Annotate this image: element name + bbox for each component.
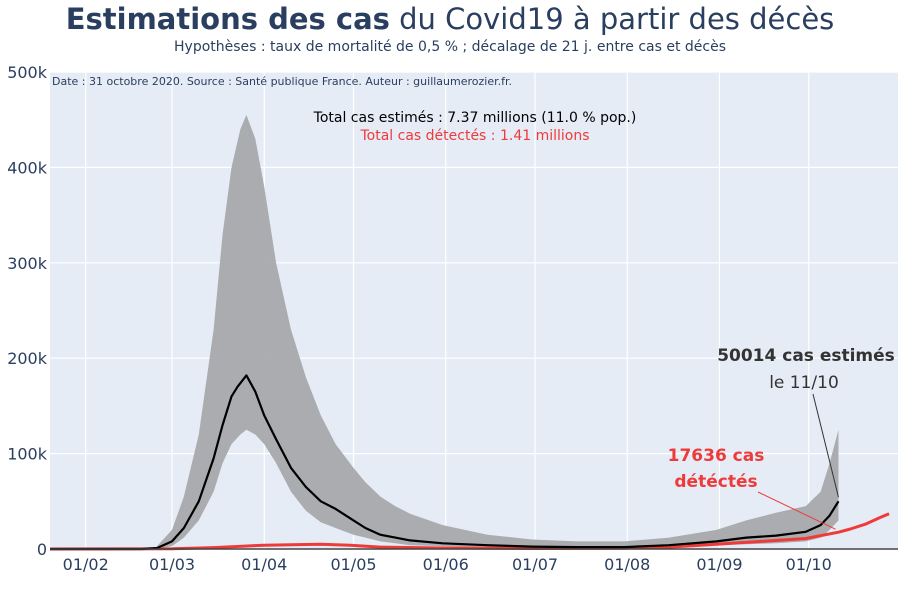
x-tick-label: 01/08: [604, 555, 650, 574]
x-tick-label: 01/04: [241, 555, 287, 574]
annotation-detected-arrow: [757, 491, 836, 530]
estimated-cases-line: [50, 374, 840, 551]
chart-title-bold: Estimations des cas: [65, 2, 390, 36]
x-tick-label: 01/06: [423, 555, 469, 574]
x-tick-label: 01/02: [63, 555, 109, 574]
y-tick-label: 400k: [7, 158, 48, 177]
x-tick-label: 01/05: [330, 555, 376, 574]
annotations: 50014 cas estimés le 11/10 17636 cas dét…: [668, 346, 895, 530]
annotation-estimated-arrow: [812, 393, 839, 498]
x-tick-label: 01/09: [696, 555, 742, 574]
y-tick-label: 100k: [7, 445, 48, 464]
x-tick-label: 01/10: [786, 555, 832, 574]
annotation-estimated-date: le 11/10: [769, 373, 839, 393]
axes: 0 100k 200k 300k 400k 500k 01/02 01/03 01/04 01/0…: [7, 63, 898, 574]
x-tick-label: 01/07: [512, 555, 558, 574]
annotation-detected-line1: 17636 cas: [668, 446, 765, 466]
y-tick-label: 200k: [7, 349, 48, 368]
annotation-estimated-value: 50014 cas estimés: [717, 346, 895, 366]
y-tick-label: 500k: [7, 63, 48, 82]
total-detected-label: Total cas détectés : 1.41 millions: [359, 128, 589, 144]
annotation-detected-line2: détéctés: [674, 472, 757, 492]
chart-subtitle: Hypothèses : taux de mortalité de 0,5 % …: [174, 39, 726, 55]
x-tick-label: 01/03: [149, 555, 195, 574]
source-note: Date : 31 octobre 2020. Source : Santé p…: [52, 75, 512, 88]
chart-title-rest: du Covid19 à partir des décès: [389, 2, 835, 36]
estimate-uncertainty-band: [157, 114, 839, 550]
chart-title: Estimations des cas du Covid19 à partir …: [0, 2, 900, 36]
total-estimated-label: Total cas estimés : 7.37 millions (11.0 …: [313, 110, 637, 126]
y-tick-label: 300k: [7, 254, 48, 273]
y-tick-label: 0: [37, 540, 47, 559]
